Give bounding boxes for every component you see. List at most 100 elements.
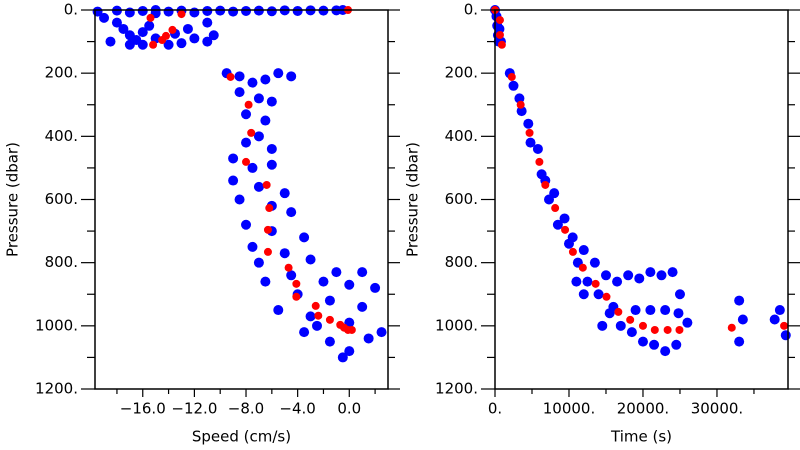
data-point (144, 20, 155, 31)
data-point (137, 27, 148, 38)
data-point (535, 157, 544, 166)
data-point (495, 30, 504, 39)
y-tick-label: 600. (445, 190, 478, 208)
data-point (163, 39, 174, 50)
data-point (357, 301, 368, 312)
data-point (202, 17, 213, 28)
x-tick-label: 10000. (543, 400, 596, 418)
data-point (266, 143, 277, 154)
data-point (630, 305, 641, 316)
data-point (244, 100, 253, 109)
data-point (578, 289, 589, 300)
data-point (645, 267, 656, 278)
data-point (262, 180, 271, 189)
y-tick-label: 200. (45, 64, 78, 82)
data-point (273, 305, 284, 316)
data-point (615, 320, 626, 331)
data-point (626, 315, 635, 324)
data-point (494, 23, 505, 34)
data-point (314, 311, 323, 320)
data-point (578, 263, 587, 272)
data-point (265, 204, 274, 213)
data-point (769, 314, 780, 325)
plot-area (490, 5, 791, 357)
data-point (286, 71, 297, 82)
data-point (650, 325, 659, 334)
data-point (774, 305, 785, 316)
data-point (331, 267, 342, 278)
data-point (234, 87, 245, 98)
data-point (497, 40, 506, 49)
data-point (253, 93, 264, 104)
data-point (305, 254, 316, 265)
data-point (549, 188, 560, 199)
data-point (105, 36, 116, 47)
data-point (600, 270, 611, 281)
y-tick-label: 400. (445, 127, 478, 145)
data-point (234, 71, 245, 82)
data-point (559, 213, 570, 224)
data-point (299, 232, 310, 243)
data-point (208, 30, 219, 41)
data-point (568, 247, 577, 256)
data-point (325, 315, 334, 324)
data-point (260, 115, 271, 126)
data-point (734, 295, 745, 306)
data-point (263, 225, 272, 234)
data-point (228, 6, 239, 17)
data-point (591, 279, 600, 288)
data-point (376, 327, 387, 338)
data-point (247, 241, 258, 252)
data-point (495, 16, 504, 25)
data-point (523, 118, 534, 129)
data-point (561, 225, 570, 234)
data-point (247, 162, 258, 173)
y-tick-label: 1000. (35, 316, 78, 334)
data-point (137, 5, 148, 16)
data-point (634, 273, 645, 284)
data-point (279, 188, 290, 199)
data-point (247, 77, 258, 88)
data-point (299, 327, 310, 338)
data-point (578, 245, 589, 256)
y-tick-label: 1000. (435, 316, 478, 334)
data-point (234, 194, 245, 205)
data-point (532, 143, 543, 154)
data-point (118, 23, 129, 34)
data-point (124, 39, 135, 50)
y-tick-label: 0. (64, 1, 78, 19)
x-tick-label: 30000. (691, 400, 744, 418)
data-point (292, 279, 301, 288)
data-point (623, 270, 634, 281)
data-point (525, 128, 534, 137)
data-point (99, 12, 110, 23)
data-point (202, 36, 213, 47)
data-point (508, 80, 519, 91)
data-point (168, 25, 177, 34)
data-point (149, 40, 158, 49)
data-point (228, 175, 239, 186)
data-point (357, 267, 368, 278)
data-point (266, 159, 277, 170)
data-point (638, 321, 647, 330)
data-point (612, 276, 623, 287)
data-point (737, 314, 748, 325)
data-point (663, 325, 672, 334)
x-tick-label: −4.0 (279, 400, 315, 418)
y-axis-title: Pressure (dbar) (4, 142, 22, 257)
data-point (674, 289, 685, 300)
data-point (242, 157, 251, 166)
data-point (347, 325, 356, 334)
data-point (363, 333, 374, 344)
data-point (597, 320, 608, 331)
data-point (649, 339, 660, 350)
data-point (582, 276, 593, 287)
data-point (370, 282, 381, 293)
data-point (226, 72, 235, 81)
data-point (324, 295, 335, 306)
data-point (671, 339, 682, 350)
data-point (507, 72, 516, 81)
plot-frame (494, 9, 789, 390)
data-point (189, 33, 200, 44)
